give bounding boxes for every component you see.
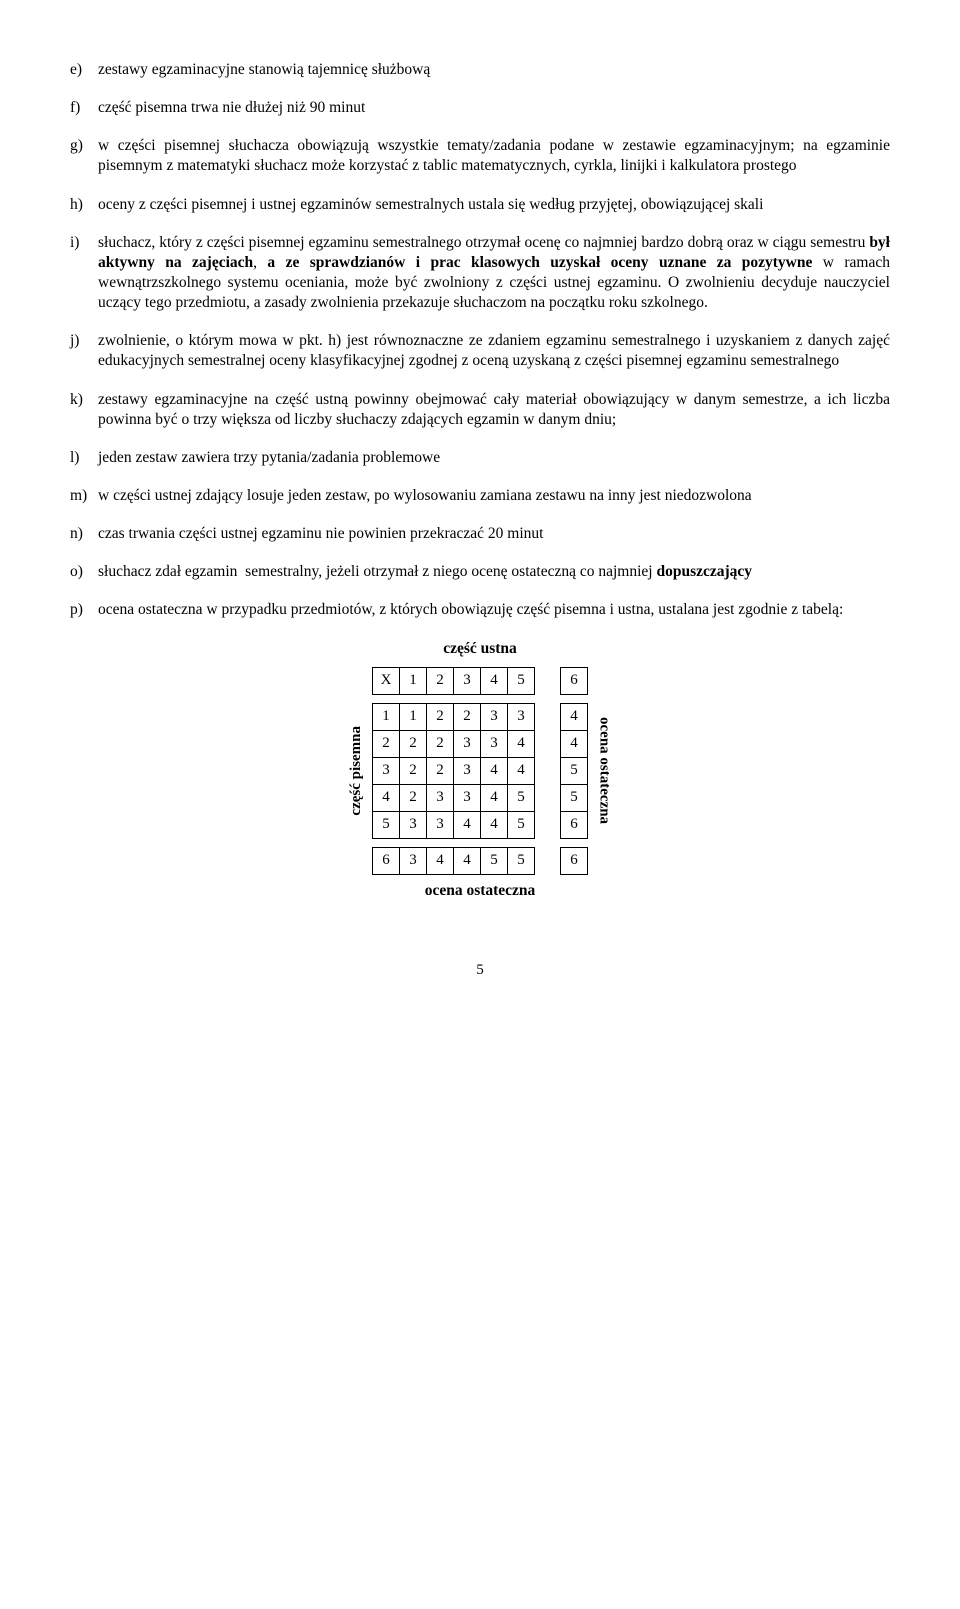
list-marker: p): [70, 600, 98, 620]
grade-cell: 4: [481, 784, 508, 811]
list-text: słuchacz zdał egzamin semestralny, jeżel…: [98, 562, 890, 582]
grade-cell: 4: [427, 847, 454, 874]
list-item: l)jeden zestaw zawiera trzy pytania/zada…: [70, 448, 890, 468]
label-czesc-ustna: część ustna: [443, 639, 517, 659]
grade-cell: 4: [373, 784, 400, 811]
ordered-list: e)zestawy egzaminacyjne stanowią tajemni…: [70, 60, 890, 621]
list-item: j)zwolnienie, o którym mowa w pkt. h) je…: [70, 331, 890, 371]
grade-cell: 3: [373, 757, 400, 784]
list-item: o)słuchacz zdał egzamin semestralny, jeż…: [70, 562, 890, 582]
grade-cell: 1: [373, 703, 400, 730]
list-text: ocena ostateczna w przypadku przedmiotów…: [98, 600, 890, 620]
grade-cell: 3: [454, 784, 481, 811]
grade-cell: 1: [400, 667, 427, 694]
list-item: p)ocena ostateczna w przypadku przedmiot…: [70, 600, 890, 620]
grade-cell: 2: [400, 730, 427, 757]
grade-cell: 5: [508, 784, 535, 811]
grade-cell: 5: [508, 847, 535, 874]
grade-cell: 6: [373, 847, 400, 874]
grade-cell: 2: [454, 703, 481, 730]
list-marker: k): [70, 390, 98, 430]
list-text: czas trwania części ustnej egzaminu nie …: [98, 524, 890, 544]
page-number: 5: [70, 961, 890, 981]
list-marker: h): [70, 195, 98, 215]
grade-cell: 2: [427, 667, 454, 694]
grade-cell: 3: [454, 730, 481, 757]
list-text: oceny z części pisemnej i ustnej egzamin…: [98, 195, 890, 215]
label-ostateczna-bottom: ocena ostateczna: [425, 881, 536, 901]
list-marker: g): [70, 136, 98, 176]
grade-cell: 5: [373, 811, 400, 838]
list-marker: n): [70, 524, 98, 544]
grade-cell: 4: [508, 757, 535, 784]
grade-cell: 5: [508, 667, 535, 694]
grade-cell: 3: [400, 811, 427, 838]
list-text: zestawy egzaminacyjne na część ustną pow…: [98, 390, 890, 430]
list-marker: o): [70, 562, 98, 582]
grade-cell: 3: [481, 730, 508, 757]
grade-cell: 6: [561, 847, 588, 874]
grade-cell: 4: [561, 730, 588, 757]
list-item: e)zestawy egzaminacyjne stanowią tajemni…: [70, 60, 890, 80]
list-text: zestawy egzaminacyjne stanowią tajemnicę…: [98, 60, 890, 80]
list-text: w części ustnej zdający losuje jeden zes…: [98, 486, 890, 506]
list-item: i)słuchacz, który z części pisemnej egza…: [70, 233, 890, 314]
grade-cell: 2: [400, 757, 427, 784]
label-czesc-pisemna: część pisemna: [347, 726, 367, 816]
grade-table-section: część ustna część pisemna X1234561122334…: [70, 639, 890, 901]
grade-cell: 3: [400, 847, 427, 874]
list-text: jeden zestaw zawiera trzy pytania/zadani…: [98, 448, 890, 468]
grade-cell: 5: [508, 811, 535, 838]
grade-cell: 4: [561, 703, 588, 730]
grade-cell: 4: [481, 757, 508, 784]
grade-cell: 2: [427, 757, 454, 784]
grade-cell: 2: [373, 730, 400, 757]
grade-cell: 3: [454, 667, 481, 694]
grade-cell: 6: [561, 811, 588, 838]
list-item: m)w części ustnej zdający losuje jeden z…: [70, 486, 890, 506]
grade-table: X123456112233422233443223445423345553344…: [372, 667, 588, 875]
grade-cell: 5: [481, 847, 508, 874]
list-text: zwolnienie, o którym mowa w pkt. h) jest…: [98, 331, 890, 371]
grade-cell: 4: [481, 667, 508, 694]
list-text: w części pisemnej słuchacza obowiązują w…: [98, 136, 890, 176]
grade-cell: 4: [508, 730, 535, 757]
grade-cell: 4: [454, 811, 481, 838]
list-marker: e): [70, 60, 98, 80]
label-ostateczna-right: ocena ostateczna: [594, 717, 614, 824]
grade-cell: 6: [561, 667, 588, 694]
grade-cell: 2: [427, 703, 454, 730]
list-marker: m): [70, 486, 98, 506]
list-text: słuchacz, który z części pisemnej egzami…: [98, 233, 890, 314]
list-text: część pisemna trwa nie dłużej niż 90 min…: [98, 98, 890, 118]
list-marker: f): [70, 98, 98, 118]
list-marker: j): [70, 331, 98, 371]
grade-cell: 5: [561, 757, 588, 784]
grade-cell: 2: [427, 730, 454, 757]
grade-cell: 2: [400, 784, 427, 811]
grade-cell: 1: [400, 703, 427, 730]
list-marker: l): [70, 448, 98, 468]
grade-cell: X: [373, 667, 400, 694]
grade-cell: 3: [454, 757, 481, 784]
list-item: f)część pisemna trwa nie dłużej niż 90 m…: [70, 98, 890, 118]
grade-cell: 3: [427, 784, 454, 811]
list-marker: i): [70, 233, 98, 314]
grade-cell: 4: [454, 847, 481, 874]
grade-cell: 5: [561, 784, 588, 811]
grade-cell: 4: [481, 811, 508, 838]
grade-cell: 3: [481, 703, 508, 730]
grade-cell: 3: [508, 703, 535, 730]
list-item: h)oceny z części pisemnej i ustnej egzam…: [70, 195, 890, 215]
grade-cell: 3: [427, 811, 454, 838]
list-item: k)zestawy egzaminacyjne na część ustną p…: [70, 390, 890, 430]
list-item: g)w części pisemnej słuchacza obowiązują…: [70, 136, 890, 176]
list-item: n)czas trwania części ustnej egzaminu ni…: [70, 524, 890, 544]
